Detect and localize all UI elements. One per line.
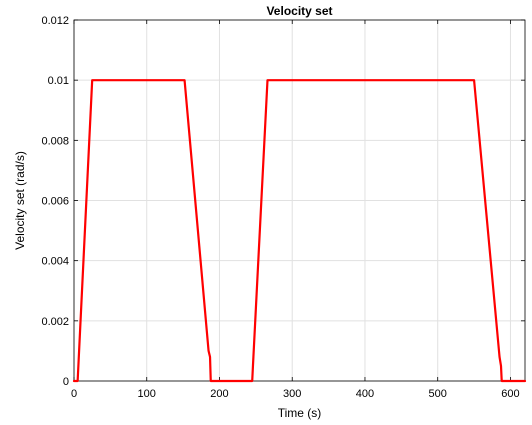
x-axis-label: Time (s) (278, 406, 322, 420)
tick-labels: 0 100 200 300 400 500 600 0 0.002 0.004 0.006 0.008… (41, 15, 519, 400)
y-tick-label: 0.008 (41, 135, 69, 147)
y-tick-label: 0.004 (41, 256, 69, 268)
velocity-series-line (72, 79, 527, 383)
x-tick-label: 400 (356, 388, 374, 400)
y-tick-label: 0.01 (48, 75, 69, 87)
x-tick-label: 500 (429, 388, 447, 400)
chart-title: Velocity set (266, 4, 332, 18)
y-tick-label: 0.006 (41, 196, 69, 208)
y-tick-label: 0 (63, 376, 69, 388)
x-tick-label: 300 (283, 388, 301, 400)
x-tick-label: 600 (501, 388, 519, 400)
series-layer (72, 79, 527, 383)
y-axis-label: Velocity set (rad/s) (13, 151, 27, 250)
x-tick-label: 200 (210, 388, 228, 400)
x-tick-label: 0 (71, 388, 77, 400)
grid-lines (73, 19, 525, 382)
y-tick-label: 0.012 (41, 15, 69, 27)
x-tick-label: 100 (138, 388, 156, 400)
y-tick-label: 0.002 (41, 316, 69, 328)
